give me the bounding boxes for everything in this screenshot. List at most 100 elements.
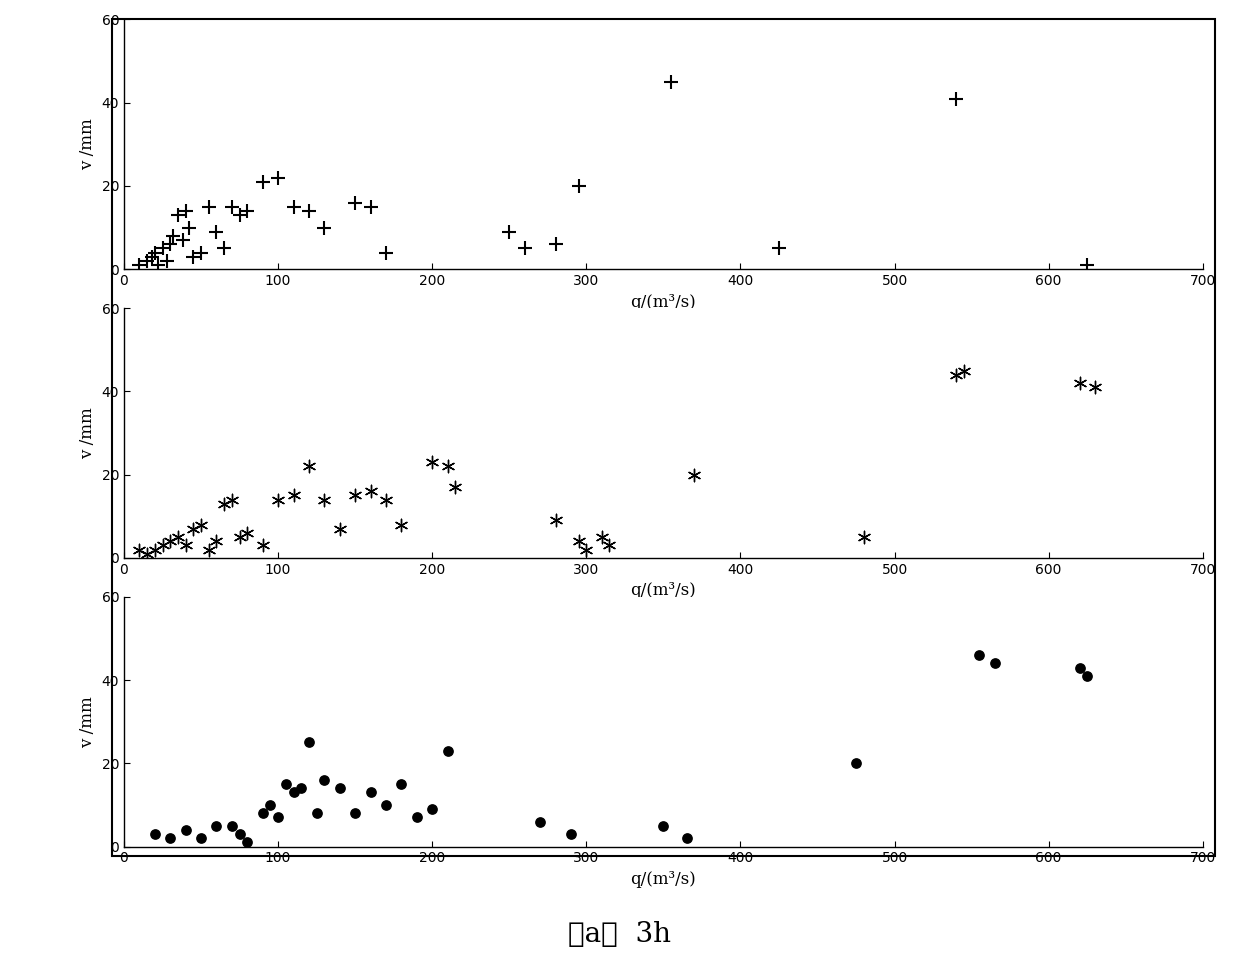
Point xyxy=(268,170,288,186)
Point xyxy=(222,199,242,215)
Point xyxy=(376,797,396,812)
Y-axis label: v /mm: v /mm xyxy=(79,407,95,459)
Point xyxy=(207,818,227,834)
Point xyxy=(345,487,365,503)
Point xyxy=(677,830,697,846)
Point xyxy=(653,818,673,834)
Point xyxy=(299,203,319,219)
Point xyxy=(145,826,165,842)
Point xyxy=(954,363,973,378)
Point xyxy=(392,517,412,532)
Point xyxy=(176,203,196,219)
Point xyxy=(1070,376,1090,391)
Point xyxy=(1078,257,1097,272)
Point xyxy=(237,203,257,219)
Point xyxy=(145,245,165,261)
Point xyxy=(315,220,335,235)
Point xyxy=(138,253,157,269)
Point xyxy=(237,835,257,850)
Point xyxy=(198,542,218,558)
Point xyxy=(569,178,589,194)
Point xyxy=(268,810,288,825)
Point xyxy=(237,525,257,541)
X-axis label: q/(m³/s): q/(m³/s) xyxy=(630,582,697,599)
Point xyxy=(345,806,365,821)
Y-axis label: v /mm: v /mm xyxy=(79,119,95,170)
Point xyxy=(684,467,704,483)
Point xyxy=(160,236,180,252)
Point xyxy=(560,826,580,842)
Point xyxy=(299,735,319,750)
Point xyxy=(253,174,273,190)
Point xyxy=(253,806,273,821)
Point xyxy=(315,491,335,507)
Point xyxy=(591,529,611,545)
Point xyxy=(985,656,1004,671)
Point xyxy=(361,784,381,800)
Point xyxy=(291,780,311,796)
Point xyxy=(299,458,319,474)
Point xyxy=(148,257,167,272)
Point xyxy=(207,224,227,239)
Point xyxy=(260,797,280,812)
Point xyxy=(445,480,465,495)
Point xyxy=(191,245,211,261)
Point xyxy=(546,236,565,252)
Point xyxy=(284,199,304,215)
Point xyxy=(153,240,172,256)
Point xyxy=(577,542,596,558)
Point xyxy=(176,822,196,838)
Point xyxy=(229,207,249,223)
Point xyxy=(407,810,427,825)
Point xyxy=(138,546,157,561)
Point xyxy=(661,74,681,90)
Point xyxy=(184,249,203,265)
Point xyxy=(546,513,565,528)
Point xyxy=(345,195,365,210)
Point xyxy=(160,533,180,549)
Text: （a）  3h: （a） 3h xyxy=(568,920,672,948)
Point xyxy=(164,228,184,243)
Point xyxy=(191,517,211,532)
Point xyxy=(306,806,326,821)
Point xyxy=(157,253,177,269)
Point xyxy=(129,257,149,272)
Point xyxy=(376,245,396,261)
Point xyxy=(970,647,990,663)
Point xyxy=(600,537,620,553)
Point xyxy=(515,240,534,256)
Point xyxy=(129,542,149,558)
Point xyxy=(531,813,551,829)
Point xyxy=(253,537,273,553)
Point xyxy=(569,533,589,549)
Point xyxy=(198,199,218,215)
Point xyxy=(438,458,458,474)
Point xyxy=(222,818,242,834)
Point xyxy=(145,542,165,558)
Point xyxy=(1070,660,1090,675)
Point xyxy=(275,776,295,792)
X-axis label: q/(m³/s): q/(m³/s) xyxy=(630,294,697,310)
Point xyxy=(423,802,443,817)
Point xyxy=(769,240,789,256)
Point xyxy=(846,755,866,771)
Point xyxy=(500,224,520,239)
Point xyxy=(222,491,242,507)
Point xyxy=(215,496,234,512)
Point xyxy=(330,780,350,796)
Point xyxy=(946,367,966,382)
Point xyxy=(315,773,335,788)
Point xyxy=(160,830,180,846)
Y-axis label: v /mm: v /mm xyxy=(79,696,95,747)
Point xyxy=(191,830,211,846)
Point xyxy=(392,776,412,792)
Point xyxy=(268,491,288,507)
Point xyxy=(229,529,249,545)
Point xyxy=(854,529,874,545)
X-axis label: q/(m³/s): q/(m³/s) xyxy=(630,871,697,888)
Point xyxy=(167,529,188,545)
Point xyxy=(207,533,227,549)
Point xyxy=(284,487,304,503)
Point xyxy=(1078,668,1097,684)
Point xyxy=(423,454,443,470)
